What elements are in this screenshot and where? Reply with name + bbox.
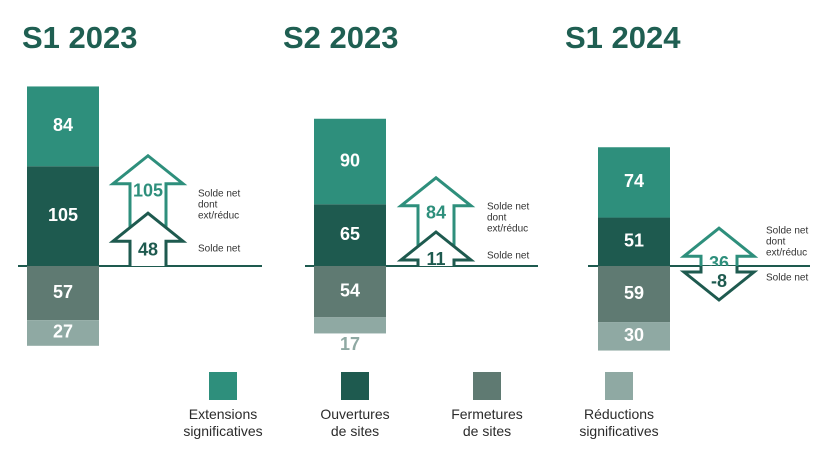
bar-segment: [27, 166, 99, 266]
bar-segment: [598, 322, 670, 351]
legend-label: Ouvertures de sites: [320, 406, 390, 439]
legend-item: Fermetures de sites: [417, 372, 557, 440]
note-solde-net: Solde net: [766, 273, 808, 284]
bar-segment: [598, 147, 670, 218]
bar-value-label: 65: [340, 224, 360, 244]
bar-value-label: 84: [53, 115, 73, 135]
legend-swatch: [209, 372, 237, 400]
ext-reduc-arrow: [108, 153, 188, 266]
net-arrow-label: -8: [711, 271, 727, 291]
legend-swatch: [473, 372, 501, 400]
net-arrow-label: 11: [426, 249, 445, 269]
bar-segment: [27, 86, 99, 167]
bar-value-label: 74: [624, 171, 644, 191]
legend-label: Extensions significatives: [183, 406, 263, 439]
ext-reduc-arrow-label: 105: [133, 181, 163, 201]
note-solde-net-ext-reduc: dont: [766, 237, 786, 248]
bar-segment: [314, 317, 386, 334]
net-arrow: [108, 211, 188, 266]
legend-item: Ouvertures de sites: [285, 372, 425, 440]
net-arrow: [679, 266, 759, 302]
ext-reduc-arrow-label: 84: [426, 203, 446, 223]
bar-segment: [598, 217, 670, 266]
period-titles: S1 2023 S2 2023 S1 2024: [22, 20, 681, 55]
period-title: S2 2023: [283, 20, 399, 55]
bar-value-label: 57: [53, 282, 73, 302]
legend: Extensions significatives Ouvertures de s…: [0, 372, 838, 450]
bar-segment: [27, 320, 99, 346]
bar-segment: [314, 266, 386, 318]
note-solde-net: Solde net: [198, 244, 240, 255]
legend-label: Fermetures de sites: [451, 406, 523, 439]
note-solde-net-ext-reduc: dont: [198, 200, 218, 211]
legend-item: Extensions significatives: [153, 372, 293, 440]
bar-value-label: 90: [340, 150, 360, 170]
note-solde-net-ext-reduc: ext/réduc: [766, 248, 807, 259]
bar-value-label: 54: [340, 280, 360, 300]
legend-item: Réductions significatives: [549, 372, 689, 440]
note-solde-net-ext-reduc: Solde net: [198, 189, 240, 200]
bar-segment: [27, 266, 99, 321]
bar-segment: [314, 118, 386, 205]
note-solde-net-ext-reduc: ext/réduc: [198, 211, 239, 222]
bar-value-label: 27: [53, 322, 73, 342]
legend-swatch: [341, 372, 369, 400]
bar-segment: [314, 204, 386, 266]
note-solde-net-ext-reduc: Solde net: [766, 226, 808, 237]
note-solde-net-ext-reduc: ext/réduc: [487, 224, 528, 235]
bar-value-label: 51: [624, 231, 644, 251]
legend-label: Réductions significatives: [579, 406, 659, 439]
legend-swatch: [605, 372, 633, 400]
bar-value-label: 105: [48, 205, 78, 225]
net-arrow: [396, 230, 476, 266]
bar-segment: [598, 266, 670, 323]
bar-value-label: 30: [624, 325, 644, 345]
period-title: S1 2024: [565, 20, 681, 55]
ext-reduc-arrow: [679, 226, 759, 266]
bar-value-label: 59: [624, 283, 644, 303]
ext-reduc-arrow: [396, 175, 476, 266]
note-solde-net-ext-reduc: dont: [487, 213, 507, 224]
net-arrow-label: 48: [138, 239, 158, 259]
note-solde-net-ext-reduc: Solde net: [487, 202, 529, 213]
period-title: S1 2023: [22, 20, 138, 55]
bar-value-label: 17: [340, 334, 360, 354]
note-solde-net: Solde net: [487, 251, 529, 262]
stacked-bars: 105 84 57 27 65 90 54 17 51 74 59 30: [27, 86, 670, 354]
